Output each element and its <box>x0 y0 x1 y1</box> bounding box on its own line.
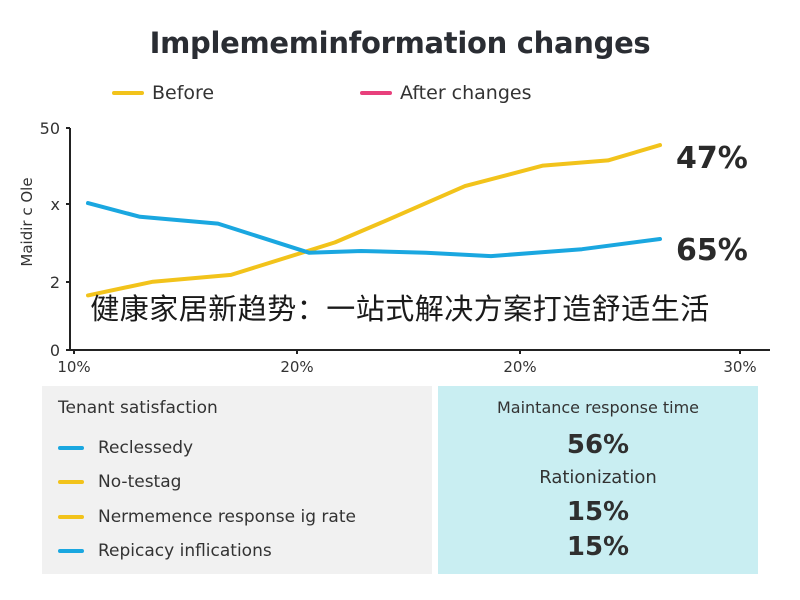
maintenance-response-panel: Maintance response time 56% Rationizatio… <box>438 386 758 574</box>
metric-swatch <box>58 446 84 450</box>
panel-subtitle: Rationization <box>539 467 657 488</box>
metric-value: 15% <box>566 497 630 527</box>
legend-label-after: After changes <box>400 82 532 104</box>
y-tick-label: 2 <box>50 273 60 292</box>
y-axis-label: Maidir c Ole <box>18 177 36 266</box>
metric-value: 56% <box>566 430 630 460</box>
panel-title: Tenant satisfaction <box>58 398 218 418</box>
y-tick-label: x <box>51 195 60 214</box>
series-line-2 <box>86 201 662 259</box>
metric-row: Repicacy inflications <box>58 540 272 562</box>
data-label-annotation: 65% <box>676 233 748 268</box>
x-tick-label: 20% <box>503 358 536 376</box>
series-line-1 <box>86 143 662 298</box>
chart-series <box>86 143 662 298</box>
metric-label: No-testag <box>98 472 182 492</box>
metric-swatch <box>58 515 84 519</box>
metric-row: No-testag <box>58 471 181 493</box>
legend-label-before: Before <box>152 82 215 104</box>
metric-label: Reclessedy <box>98 438 194 458</box>
line-chart: 0 2 x 50 10% 20% 20% 30% Maidir c Ole 47% 65% <box>18 119 770 376</box>
metric-label: Nermemence response ig rate <box>98 507 356 527</box>
legend-item-before: Before <box>112 82 214 104</box>
x-tick-label: 20% <box>280 358 313 376</box>
chart-labels: 0 2 x 50 10% 20% 20% 30% Maidir c Ole 47% 65% <box>18 119 757 376</box>
data-label-annotation: 47% <box>676 141 748 176</box>
y-tick-label: 50 <box>40 119 60 138</box>
x-tick-label: 10% <box>57 358 90 376</box>
panel-title: Maintance response time <box>496 398 700 417</box>
overlay-banner-text: 健康家居新趋势：一站式解决方案打造舒适生活 <box>90 292 710 326</box>
legend-item-after: After changes <box>360 82 532 104</box>
legend-swatch-before <box>112 91 144 95</box>
metric-swatch <box>58 549 84 553</box>
metric-row: Nermemence response ig rate <box>58 506 356 528</box>
metric-label: Repicacy inflications <box>98 541 272 561</box>
chart-title: Implememinformation changes <box>149 26 651 60</box>
y-tick-label: 0 <box>50 341 60 360</box>
tenant-satisfaction-panel: Tenant satisfaction Reclessedy No-testag… <box>42 386 432 574</box>
x-tick-label: 30% <box>723 358 756 376</box>
metric-value: 15% <box>566 532 630 562</box>
metric-swatch <box>58 480 84 484</box>
legend-swatch-after <box>360 91 392 95</box>
chart-axes <box>66 127 770 354</box>
metric-row: Reclessedy <box>58 437 193 459</box>
